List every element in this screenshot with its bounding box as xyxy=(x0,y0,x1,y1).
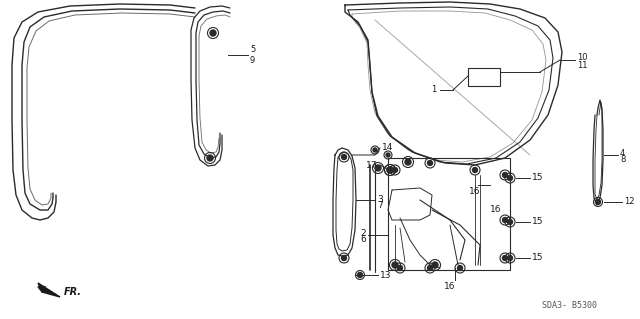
Circle shape xyxy=(358,272,362,278)
Text: 7: 7 xyxy=(377,202,383,211)
Circle shape xyxy=(458,265,463,271)
Text: 16: 16 xyxy=(490,205,502,214)
Circle shape xyxy=(387,167,393,173)
Text: 3: 3 xyxy=(377,195,383,204)
Text: 16: 16 xyxy=(469,188,481,197)
Text: SDA3- B5300: SDA3- B5300 xyxy=(543,301,598,310)
Text: 5
9: 5 9 xyxy=(250,45,255,65)
Circle shape xyxy=(595,199,600,204)
Circle shape xyxy=(502,218,508,222)
Text: 16: 16 xyxy=(444,282,456,291)
Circle shape xyxy=(428,265,433,271)
Polygon shape xyxy=(38,283,60,297)
Circle shape xyxy=(386,153,390,157)
Circle shape xyxy=(387,167,393,173)
Circle shape xyxy=(207,155,213,161)
Circle shape xyxy=(472,167,477,173)
Circle shape xyxy=(502,256,508,261)
Text: 11: 11 xyxy=(577,61,588,70)
Text: 6: 6 xyxy=(360,235,366,244)
Circle shape xyxy=(392,262,398,268)
Circle shape xyxy=(508,256,513,261)
Text: 12: 12 xyxy=(624,197,634,206)
Circle shape xyxy=(502,173,508,177)
Text: 4: 4 xyxy=(620,149,625,158)
Text: 13: 13 xyxy=(380,271,392,279)
Circle shape xyxy=(392,167,397,173)
Circle shape xyxy=(428,160,433,166)
Circle shape xyxy=(210,30,216,36)
Text: FR.: FR. xyxy=(64,287,82,297)
Circle shape xyxy=(508,175,513,181)
Circle shape xyxy=(508,219,513,225)
Circle shape xyxy=(342,256,346,261)
Circle shape xyxy=(342,154,346,160)
Circle shape xyxy=(405,159,411,165)
Circle shape xyxy=(432,262,438,268)
Text: 17: 17 xyxy=(365,160,377,169)
Bar xyxy=(468,68,500,86)
Text: 14: 14 xyxy=(382,143,394,152)
Circle shape xyxy=(397,265,403,271)
Circle shape xyxy=(373,148,377,152)
Text: 10: 10 xyxy=(577,54,588,63)
Circle shape xyxy=(375,165,381,171)
Bar xyxy=(388,158,510,270)
Text: 2: 2 xyxy=(360,228,366,238)
Text: 15: 15 xyxy=(532,254,543,263)
Text: 8: 8 xyxy=(620,155,625,165)
Text: 15: 15 xyxy=(532,218,543,226)
Text: 15: 15 xyxy=(532,174,543,182)
Text: 1: 1 xyxy=(431,85,436,94)
